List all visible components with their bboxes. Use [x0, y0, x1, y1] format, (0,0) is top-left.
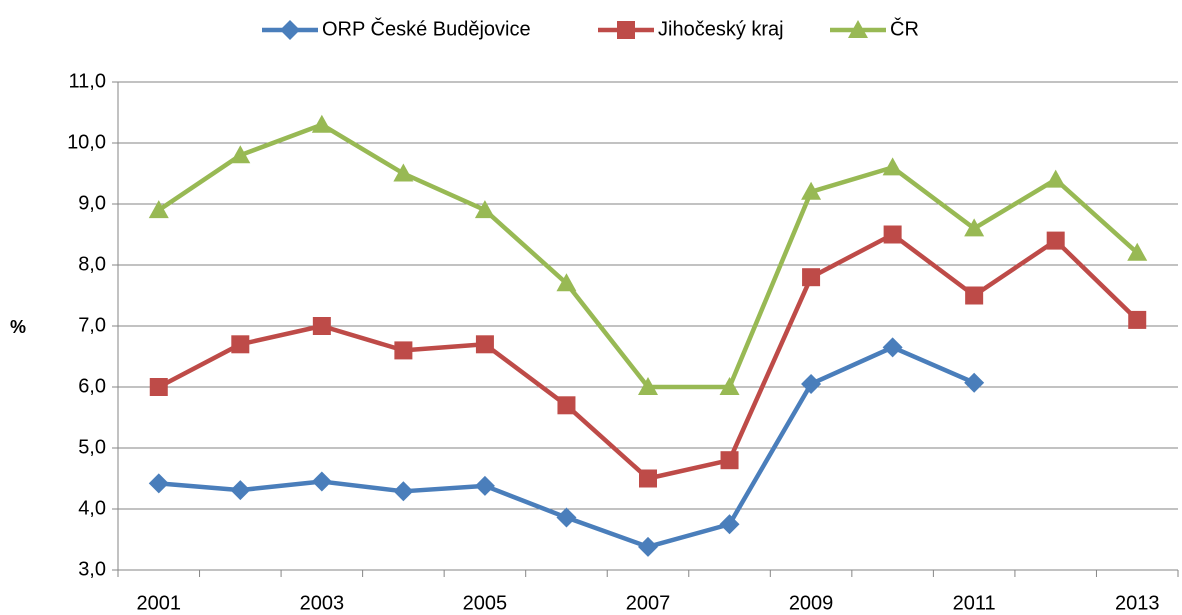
marker — [1045, 169, 1066, 188]
marker — [556, 507, 577, 528]
marker — [474, 475, 495, 496]
marker — [965, 286, 984, 305]
marker — [393, 163, 414, 182]
marker — [719, 377, 740, 395]
y-tick-label: 8,0 — [78, 253, 106, 275]
marker — [311, 471, 332, 492]
marker — [719, 514, 740, 535]
marker — [474, 200, 495, 219]
marker — [802, 268, 821, 287]
marker — [231, 335, 250, 354]
marker — [393, 481, 414, 502]
y-tick-label: 9,0 — [78, 192, 106, 214]
marker — [312, 317, 331, 335]
x-tick-label: 2009 — [789, 592, 834, 614]
marker — [557, 396, 576, 415]
y-tick-label: 7,0 — [78, 314, 106, 336]
legend-label: ORP České Budějovice — [322, 17, 531, 40]
y-tick-label: 4,0 — [78, 497, 106, 519]
marker — [639, 469, 657, 488]
marker — [148, 473, 169, 494]
marker — [394, 341, 413, 360]
x-tick-label: 2011 — [953, 592, 996, 614]
x-tick-label: 2013 — [1115, 592, 1160, 614]
marker — [1128, 310, 1147, 329]
marker — [964, 218, 985, 237]
y-tick-label: 6,0 — [78, 375, 106, 397]
x-tick-label: 2007 — [626, 592, 671, 614]
marker — [617, 21, 635, 39]
marker — [149, 378, 168, 396]
y-tick-label: 5,0 — [78, 436, 106, 458]
marker — [801, 373, 822, 394]
y-axis-label: % — [10, 317, 26, 337]
marker — [230, 145, 251, 164]
x-tick-label: 2005 — [463, 592, 508, 614]
marker — [720, 451, 739, 470]
marker — [230, 480, 251, 501]
marker — [311, 114, 332, 133]
marker — [556, 273, 577, 292]
marker — [475, 335, 494, 354]
marker — [148, 200, 169, 219]
marker — [801, 181, 822, 200]
marker — [848, 20, 868, 38]
y-tick-label: 11,0 — [69, 70, 106, 92]
x-tick-label: 2001 — [137, 592, 182, 614]
marker — [638, 377, 658, 395]
y-tick-label: 10,0 — [67, 131, 106, 153]
marker — [882, 157, 903, 176]
marker — [1046, 231, 1065, 250]
series-line — [157, 232, 1139, 481]
marker — [638, 536, 658, 557]
legend-label: ČR — [890, 17, 919, 40]
marker — [883, 225, 902, 244]
x-tick-label: 2003 — [300, 592, 345, 614]
y-tick-label: 3,0 — [78, 558, 106, 580]
series-line — [157, 122, 1139, 390]
legend-label: Jihočeský kraj — [658, 18, 784, 40]
marker — [1127, 242, 1148, 261]
marker — [280, 20, 300, 40]
marker — [964, 372, 985, 393]
marker — [882, 337, 903, 358]
